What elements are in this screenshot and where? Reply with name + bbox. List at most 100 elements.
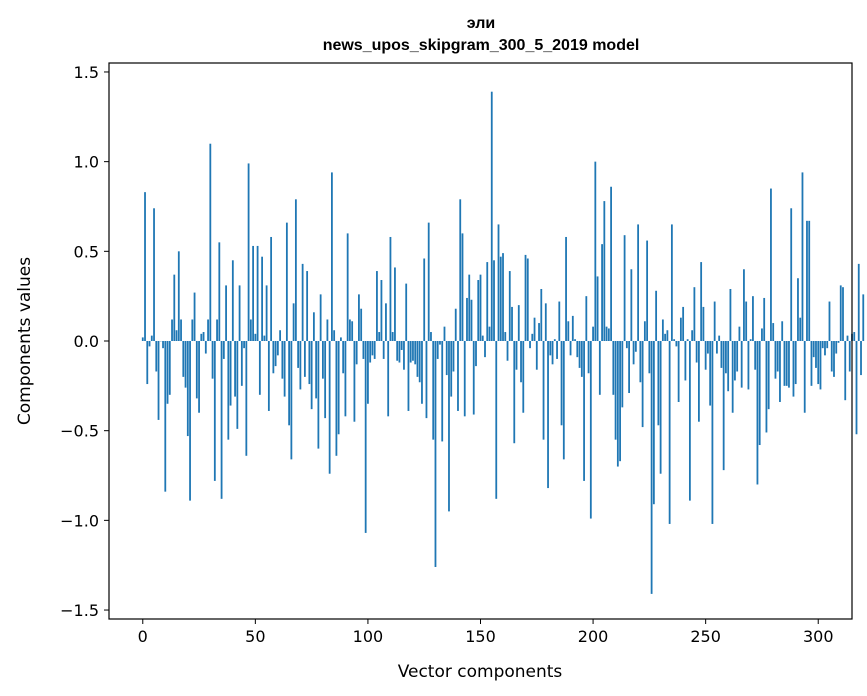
- bar-287: [788, 341, 790, 388]
- bar-114: [398, 341, 401, 363]
- bar-252: [709, 341, 712, 406]
- bar-166: [515, 341, 518, 370]
- bar-278: [767, 341, 770, 410]
- bar-113: [396, 341, 399, 361]
- bar-212: [619, 341, 621, 462]
- bar-78: [317, 341, 320, 449]
- bar-13: [171, 319, 173, 341]
- bar-255: [716, 341, 718, 354]
- bar-201: [594, 161, 597, 341]
- bar-series: [141, 91, 865, 594]
- bar-306: [830, 341, 833, 372]
- bar-232: [664, 333, 667, 341]
- bar-192: [574, 339, 576, 341]
- bar-64: [285, 222, 288, 341]
- bar-185: [558, 301, 561, 341]
- bar-85: [333, 330, 336, 341]
- bar-40: [231, 260, 234, 341]
- bar-86: [335, 341, 338, 456]
- bar-214: [623, 235, 626, 341]
- y-tick-label: −1.0: [60, 511, 99, 530]
- bar-99: [364, 341, 367, 533]
- bar-123: [418, 341, 421, 383]
- bar-296: [808, 220, 811, 341]
- bar-273: [756, 341, 759, 485]
- bar-272: [754, 341, 757, 370]
- bar-178: [542, 341, 545, 440]
- bar-236: [673, 339, 676, 341]
- bar-149: [477, 280, 480, 341]
- bar-171: [526, 258, 529, 341]
- bar-261: [729, 288, 732, 341]
- bar-15: [175, 330, 178, 341]
- bar-320: [862, 294, 865, 341]
- bar-70: [299, 341, 302, 390]
- bar-17: [180, 319, 182, 341]
- y-axis: −1.5 −1.0 −0.5 0.0 0.5 1.0 1.5: [60, 63, 109, 620]
- bar-180: [547, 341, 549, 489]
- bar-82: [326, 319, 329, 341]
- bar-288: [790, 208, 793, 341]
- bar-308: [835, 341, 838, 354]
- bar-289: [792, 341, 795, 397]
- bar-168: [520, 341, 522, 383]
- bar-265: [738, 326, 741, 341]
- bar-44: [240, 341, 243, 386]
- bar-257: [720, 341, 723, 368]
- bar-295: [806, 220, 808, 341]
- bar-63: [283, 341, 286, 397]
- bar-259: [725, 341, 727, 374]
- bar-242: [686, 339, 689, 341]
- bar-71: [301, 263, 304, 341]
- bar-105: [378, 332, 381, 341]
- bar-76: [312, 312, 315, 341]
- bar-281: [774, 341, 777, 379]
- bar-300: [817, 341, 820, 385]
- bar-238: [677, 341, 680, 402]
- bar-222: [641, 341, 644, 428]
- bar-209: [612, 341, 615, 395]
- bar-58: [272, 341, 275, 374]
- bar-311: [842, 287, 844, 341]
- bar-172: [529, 341, 531, 349]
- bar-183: [553, 339, 556, 341]
- bar-310: [839, 285, 842, 341]
- bar-66: [290, 341, 293, 460]
- bar-228: [655, 290, 658, 341]
- bar-229: [657, 341, 660, 426]
- bar-155: [490, 91, 493, 341]
- bar-154: [488, 326, 491, 341]
- bar-208: [610, 186, 612, 341]
- bar-80: [321, 341, 324, 379]
- bar-202: [596, 276, 599, 341]
- bar-2: [146, 341, 149, 385]
- bar-74: [308, 341, 311, 385]
- bar-117: [405, 283, 408, 341]
- bar-206: [605, 326, 608, 341]
- bar-137: [450, 341, 453, 397]
- bar-197: [585, 296, 588, 341]
- bar-139: [454, 308, 457, 341]
- bar-120: [412, 341, 414, 361]
- bar-133: [441, 341, 444, 442]
- bar-127: [427, 222, 430, 341]
- bar-12: [168, 341, 171, 395]
- bar-245: [693, 287, 696, 341]
- bar-193: [576, 341, 579, 358]
- bar-77: [315, 341, 318, 399]
- bar-20: [186, 341, 189, 437]
- bar-314: [848, 341, 851, 372]
- bar-150: [479, 274, 482, 341]
- bar-134: [443, 326, 446, 341]
- bar-75: [310, 341, 313, 410]
- bar-115: [400, 341, 403, 350]
- bar-163: [508, 271, 511, 341]
- bar-241: [684, 341, 687, 381]
- bar-266: [740, 341, 743, 388]
- bar-61: [279, 330, 282, 341]
- bar-107: [382, 341, 385, 359]
- bar-270: [749, 339, 752, 341]
- bar-49: [252, 245, 254, 341]
- bar-94: [353, 341, 356, 422]
